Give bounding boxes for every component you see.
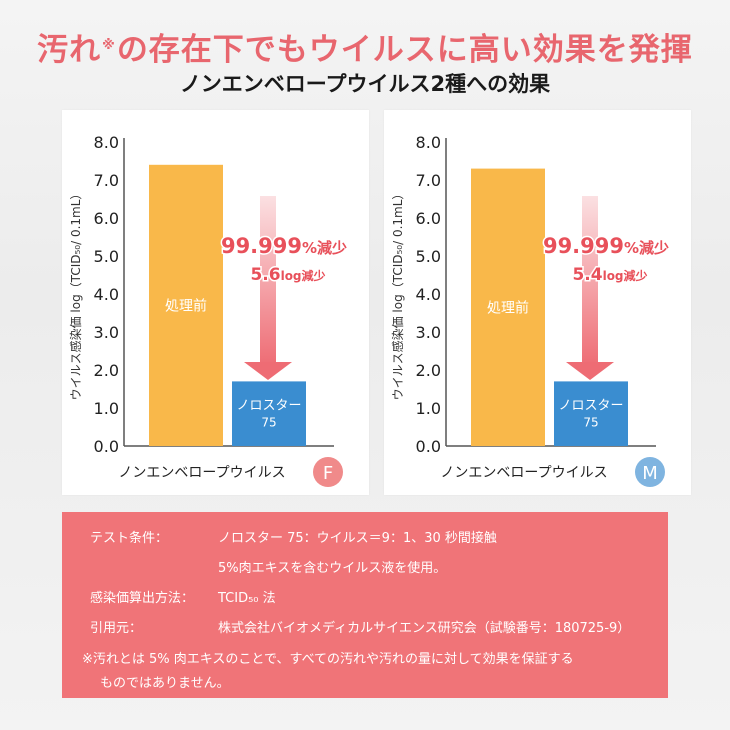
bar-norostar-75	[554, 381, 628, 446]
method-value: TCID₅₀ 法	[218, 591, 276, 606]
y-tick-label: 0.0	[416, 437, 441, 456]
reduction-percent-value: 99.999	[221, 234, 302, 258]
y-tick-label: 8.0	[94, 133, 119, 152]
bar-label-before: 処理前	[165, 297, 207, 314]
test-conditions-box: テスト条件： ノロスター 75：ウイルス＝9：1、30 秒間接触 5%肉エキスを…	[62, 512, 668, 698]
y-tick-label: 5.0	[94, 247, 119, 266]
footnote-line1: ※汚れとは 5% 肉エキスのことで、すべての汚れや汚れの量に対して効果を保証する	[82, 652, 574, 667]
chart-f: 0.0 1.0 2.0 3.0 4.0 5.0 6.0 7.0 8.0 ウイルス感染価 log（T…	[68, 133, 349, 487]
y-tick-label: 2.0	[416, 361, 441, 380]
reduction-arrow-shaft	[582, 196, 598, 366]
bar-before-treatment	[471, 168, 545, 446]
reduction-percent-annotation: 99.999%減少	[543, 234, 669, 258]
bar-label-norostar: ノロスター	[236, 398, 301, 413]
virus-badge-circle	[635, 457, 665, 487]
reduction-log-annotation: 5.4log減少	[572, 265, 647, 285]
chart-panel-f: 0.0 1.0 2.0 3.0 4.0 5.0 6.0 7.0 8.0 ウイルス感染価 log（T…	[62, 110, 369, 495]
y-tick-label: 6.0	[416, 209, 441, 228]
bar-before-treatment	[149, 164, 223, 447]
y-tick-label: 8.0	[416, 133, 441, 152]
x-axis-label: ノンエンベロープウイルス	[118, 465, 285, 481]
y-tick-label: 7.0	[94, 171, 119, 190]
bar-label-before: 処理前	[487, 299, 529, 316]
reduction-arrow-head	[244, 362, 292, 380]
x-axis-label: ノンエンベロープウイルス	[440, 465, 607, 481]
headline-part2: の存在下でもウイルスに高い効果を発揮	[116, 32, 693, 68]
reduction-percent-value: 99.999	[543, 234, 624, 258]
source-label: 引用元：	[90, 621, 143, 636]
reduction-log-unit: log減少	[281, 268, 326, 283]
virus-badge-letter: M	[642, 463, 658, 484]
y-tick-label: 5.0	[416, 247, 441, 266]
y-tick-label: 3.0	[94, 323, 119, 342]
test-conditions-line2: 5%肉エキスを含むウイルス液を使用。	[218, 561, 447, 576]
chart-m: 0.0 1.0 2.0 3.0 4.0 5.0 6.0 7.0 8.0 ウイルス感染価 log（T…	[390, 133, 671, 487]
reduction-arrow-shaft	[260, 196, 276, 366]
test-conditions-label: テスト条件：	[90, 531, 169, 546]
test-conditions-line1: ノロスター 75：ウイルス＝9：1、30 秒間接触	[218, 531, 497, 546]
y-tick-label: 3.0	[416, 323, 441, 342]
reduction-log-unit: log減少	[603, 268, 648, 283]
y-axis-label: ウイルス感染価 log（TCID₅₀/ 0.1mL）	[68, 188, 83, 401]
reduction-percent-annotation: 99.999%減少	[221, 234, 347, 258]
footnote-mark: ※	[102, 37, 116, 53]
footnote-line2: ものではありません。	[100, 676, 230, 691]
reduction-log-value: 5.4	[572, 265, 602, 285]
virus-badge-circle	[313, 457, 343, 487]
chart-panel-m: 0.0 1.0 2.0 3.0 4.0 5.0 6.0 7.0 8.0 ウイルス感染価 log（T…	[384, 110, 691, 495]
reduction-log-value: 5.6	[250, 265, 280, 285]
bar-norostar-75	[232, 381, 306, 446]
y-tick-label: 0.0	[94, 437, 119, 456]
y-tick-label: 4.0	[416, 285, 441, 304]
headline-part1: 汚れ	[37, 32, 102, 68]
reduction-percent-unit: %減少	[624, 239, 669, 257]
method-label: 感染価算出方法：	[90, 591, 195, 606]
reduction-arrow-head	[566, 362, 614, 380]
y-tick-label: 6.0	[94, 209, 119, 228]
subhead: ノンエンベロープウイルス2種への効果	[179, 72, 551, 96]
y-tick-label: 1.0	[416, 399, 441, 418]
y-tick-label: 2.0	[94, 361, 119, 380]
reduction-percent-unit: %減少	[302, 239, 347, 257]
y-tick-label: 1.0	[94, 399, 119, 418]
y-tick-label: 7.0	[416, 171, 441, 190]
bar-label-norostar: ノロスター	[558, 398, 623, 413]
y-axis-label: ウイルス感染価 log（TCID₅₀/ 0.1mL）	[390, 188, 405, 401]
headline: 汚れ※の存在下でもウイルスに高い効果を発揮	[0, 24, 730, 69]
virus-badge-letter: F	[323, 463, 333, 484]
reduction-log-annotation: 5.6log減少	[250, 265, 325, 285]
y-tick-label: 4.0	[94, 285, 119, 304]
bar-label-norostar-num: 75	[583, 415, 598, 429]
source-value: 株式会社バイオメディカルサイエンス研究会（試験番号：180725-9）	[218, 621, 631, 636]
bar-label-norostar-num: 75	[261, 415, 276, 429]
